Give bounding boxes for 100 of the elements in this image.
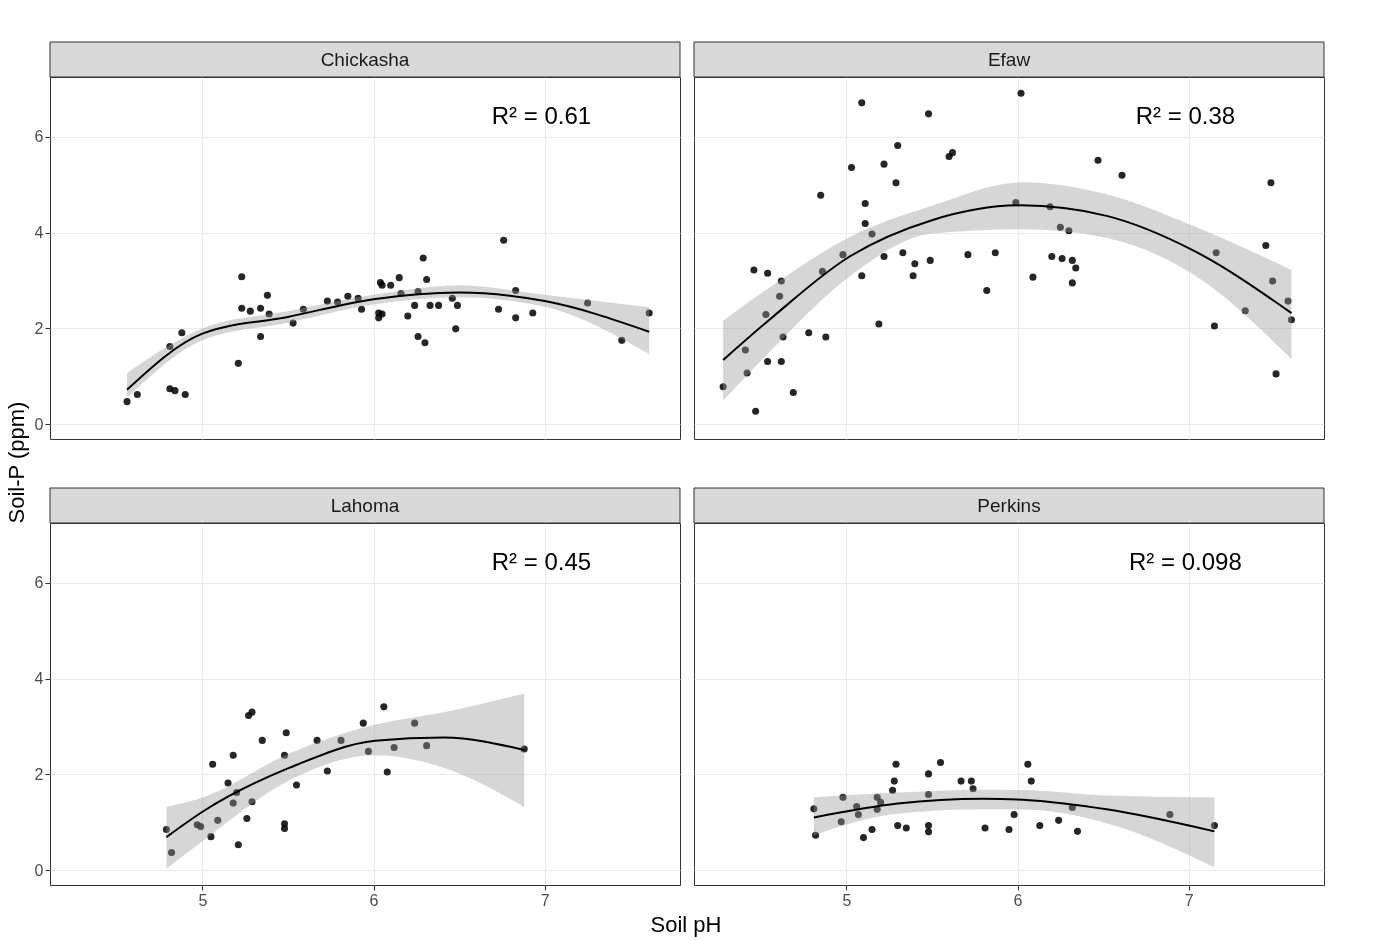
point: [390, 744, 398, 752]
point: [257, 304, 265, 312]
point: [495, 305, 503, 313]
point: [873, 793, 881, 801]
y-tick-label: 6: [34, 574, 44, 592]
x-tick-label: 6: [369, 891, 379, 909]
point: [292, 781, 301, 789]
point: [299, 305, 307, 313]
point: [500, 236, 508, 244]
y-tick-label: 2: [34, 765, 44, 783]
point: [1027, 777, 1035, 785]
point: [334, 298, 342, 306]
point: [1036, 822, 1044, 830]
point: [936, 758, 945, 766]
point: [181, 390, 189, 398]
point: [423, 742, 431, 750]
point: [234, 359, 242, 367]
line-series: [165, 736, 526, 839]
point: [238, 273, 246, 281]
point: [395, 274, 403, 282]
point: [1166, 811, 1174, 819]
point: [902, 824, 910, 832]
y-tick-label: 6: [34, 128, 44, 146]
point: [812, 831, 820, 839]
point: [123, 398, 131, 406]
point: [419, 254, 427, 262]
x-tick-label: 7: [1184, 891, 1194, 909]
chart-title: Chickasha: [320, 48, 410, 70]
point: [383, 768, 391, 776]
point: [889, 786, 897, 794]
point: [925, 790, 933, 799]
point: [421, 339, 429, 347]
point: [234, 841, 242, 849]
point: [243, 814, 251, 822]
point: [873, 805, 881, 813]
point: [645, 309, 653, 317]
point: [453, 301, 461, 309]
point: [289, 319, 297, 327]
x-tick-label: 7: [540, 891, 550, 909]
point: [512, 287, 520, 295]
x-tick-label: 5: [198, 891, 208, 909]
annotation: R² = 0.61: [491, 102, 592, 129]
point: [380, 703, 388, 711]
point: [877, 798, 885, 806]
point: [238, 304, 246, 312]
point: [229, 799, 237, 807]
point: [358, 305, 366, 313]
point: [868, 825, 876, 833]
y-tick-label: 2: [34, 319, 44, 337]
point: [1024, 760, 1032, 768]
point: [248, 798, 256, 806]
point: [839, 793, 847, 801]
y-tick-label: 4: [34, 224, 44, 242]
point: [957, 777, 965, 785]
point: [214, 816, 222, 824]
point: [337, 736, 345, 744]
y-tick-label: 4: [34, 670, 44, 688]
point: [925, 828, 933, 836]
point: [209, 760, 217, 768]
point: [837, 818, 845, 826]
point: [281, 824, 289, 833]
point: [257, 333, 265, 341]
point: [263, 291, 271, 299]
point: [344, 292, 352, 300]
point: [1010, 811, 1018, 819]
point: [448, 294, 456, 302]
point: [618, 336, 626, 344]
point: [1005, 825, 1013, 833]
point: [246, 307, 254, 315]
point: [265, 310, 273, 318]
point: [281, 751, 289, 759]
point: [323, 767, 331, 775]
point: [859, 834, 868, 842]
point: [894, 822, 902, 830]
point: [313, 736, 321, 744]
point: [354, 294, 362, 302]
point: [925, 770, 933, 778]
point: [404, 312, 412, 320]
point: [967, 777, 975, 785]
point: [1073, 827, 1082, 835]
point: [423, 276, 431, 284]
point: [512, 314, 520, 322]
point: [359, 719, 367, 727]
annotation: R² = 0.38: [1135, 102, 1236, 129]
point: [411, 719, 419, 727]
chart-title: Lahoma: [330, 494, 400, 516]
point: [1055, 816, 1063, 824]
point: [1210, 822, 1218, 830]
point: [414, 333, 422, 341]
point: [178, 329, 186, 337]
point: [435, 301, 443, 309]
point: [282, 729, 290, 737]
annotation: R² = 0.45: [491, 548, 592, 575]
point: [810, 805, 818, 813]
x-tick-label: 5: [842, 891, 852, 909]
point: [207, 833, 215, 841]
chart-title: Perkins: [977, 494, 1041, 516]
point: [229, 751, 237, 759]
point: [853, 802, 861, 810]
annotation: R² = 0.098: [1129, 548, 1242, 575]
